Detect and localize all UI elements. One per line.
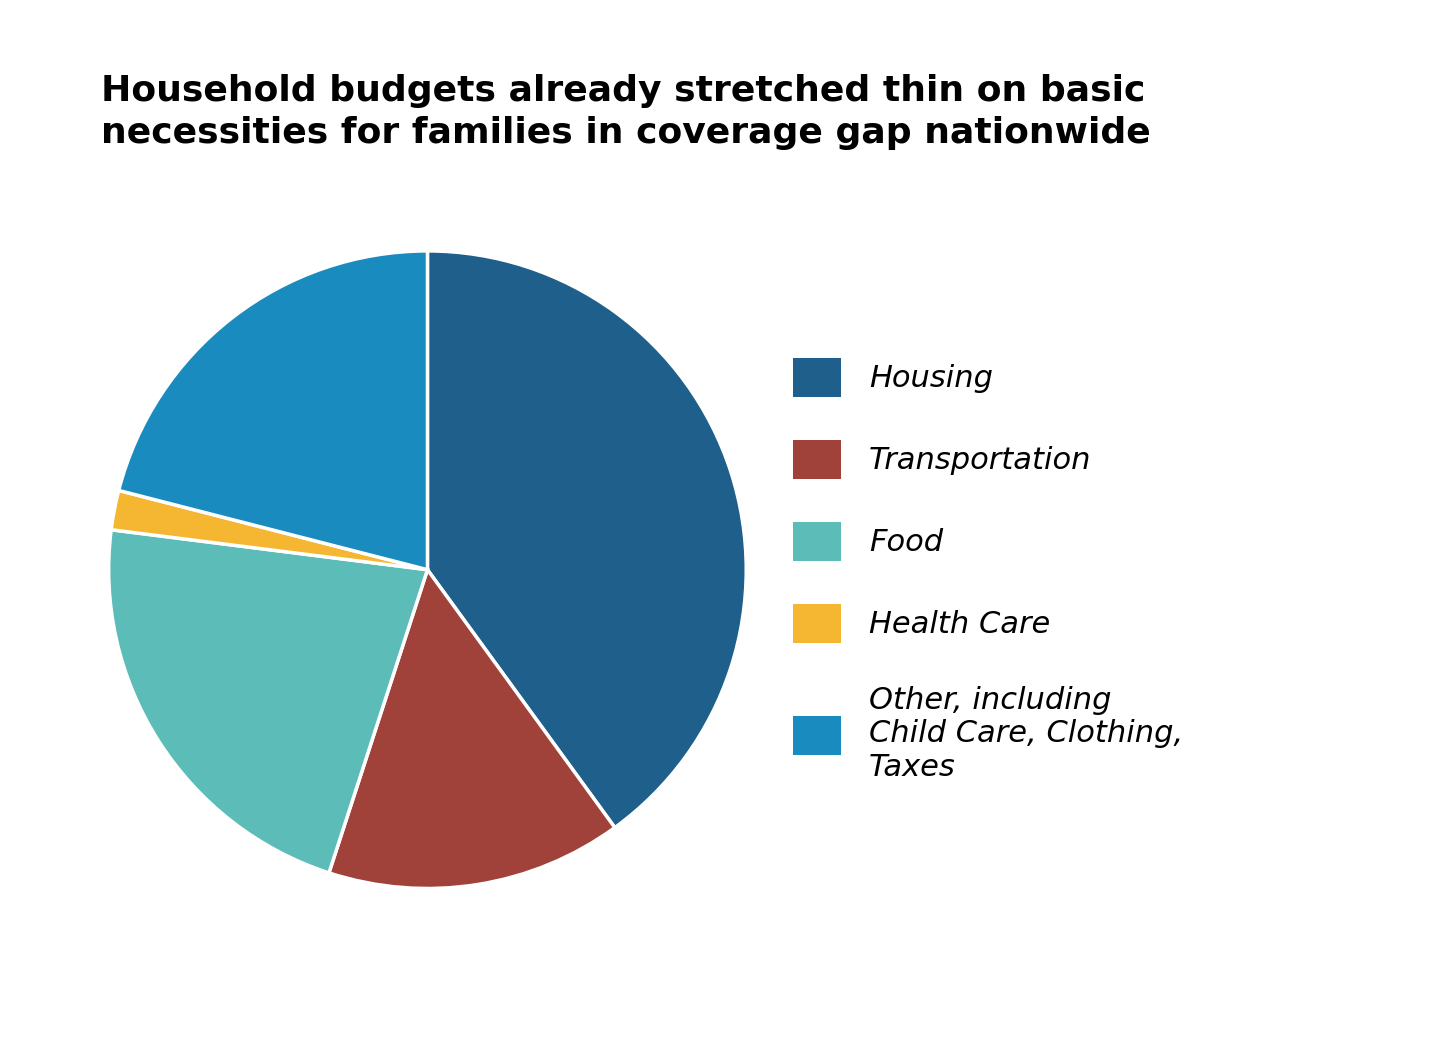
Wedge shape xyxy=(119,251,427,570)
Wedge shape xyxy=(109,530,427,872)
Text: Household budgets already stretched thin on basic
necessities for families in co: Household budgets already stretched thin… xyxy=(101,74,1151,150)
Wedge shape xyxy=(427,251,746,827)
Wedge shape xyxy=(329,570,614,888)
Legend: Housing, Transportation, Food, Health Care, Other, including
Child Care, Clothin: Housing, Transportation, Food, Health Ca… xyxy=(781,345,1195,794)
Wedge shape xyxy=(112,491,427,570)
